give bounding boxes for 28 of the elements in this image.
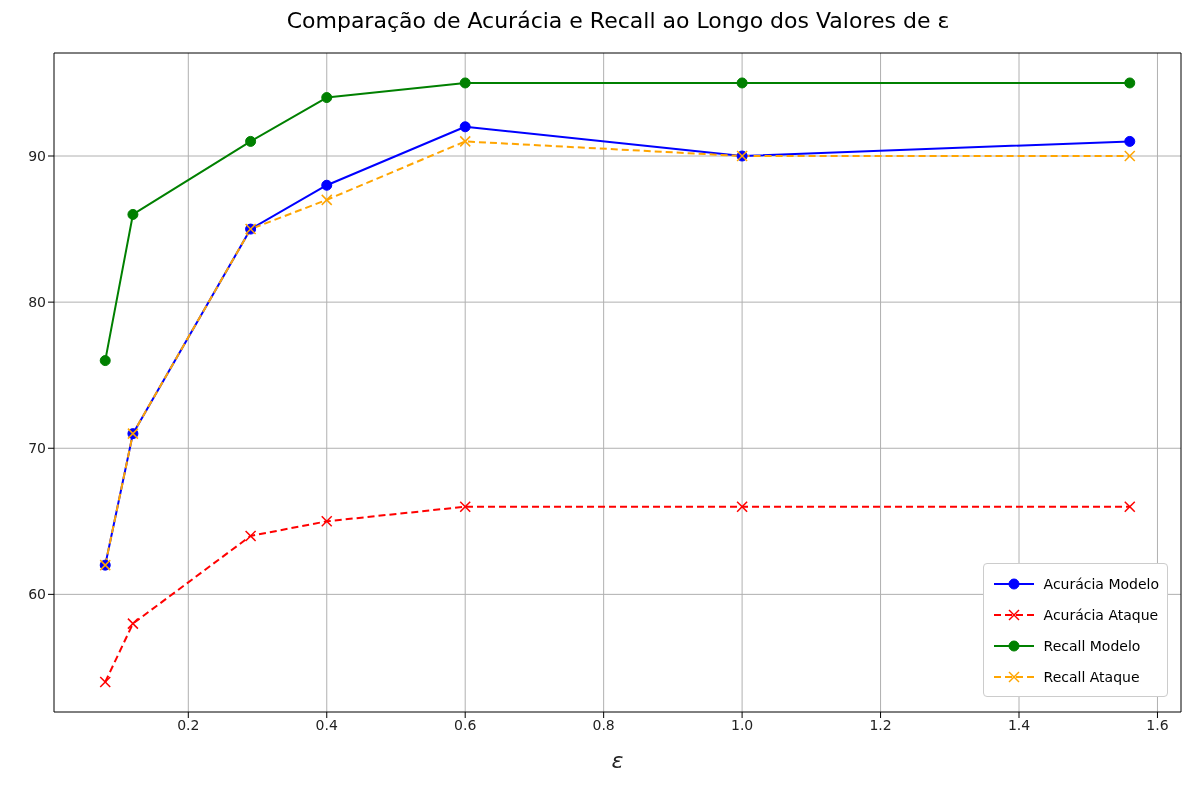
y-tick-label: 60	[28, 586, 46, 603]
y-tick-label: 90	[28, 147, 46, 164]
x-tick-label: 1.0	[730, 716, 754, 733]
x-tick-label: 0.2	[177, 716, 200, 733]
point	[1124, 77, 1136, 89]
chart-title: Comparação de Acurácia e Recall ao Longo dos Valores de ε	[285, 8, 951, 35]
point	[1124, 135, 1136, 147]
legend-label: Recall Modelo	[1043, 637, 1141, 654]
x-tick-label: 1.6	[1146, 716, 1169, 733]
point	[245, 135, 257, 147]
y-tick-label: 80	[28, 294, 46, 311]
point	[459, 121, 471, 133]
x-tick-label: 1.4	[1007, 716, 1031, 733]
point	[127, 208, 139, 220]
point	[459, 77, 471, 89]
legend-label: Acurácia Ataque	[1043, 606, 1159, 623]
x-tick-label: 0.4	[315, 716, 338, 733]
point	[99, 355, 111, 367]
point	[321, 179, 333, 191]
y-tick-label: 70	[28, 440, 46, 457]
legend-label: Acurácia Modelo	[1043, 575, 1159, 592]
point	[321, 92, 333, 104]
x-tick-label: 1.2	[869, 716, 892, 733]
point	[736, 77, 748, 89]
x-axis-title: ε	[611, 748, 624, 773]
legend-label: Recall Ataque	[1043, 668, 1140, 685]
x-tick-label: 0.8	[592, 716, 615, 733]
x-tick-label: 0.6	[454, 716, 477, 733]
